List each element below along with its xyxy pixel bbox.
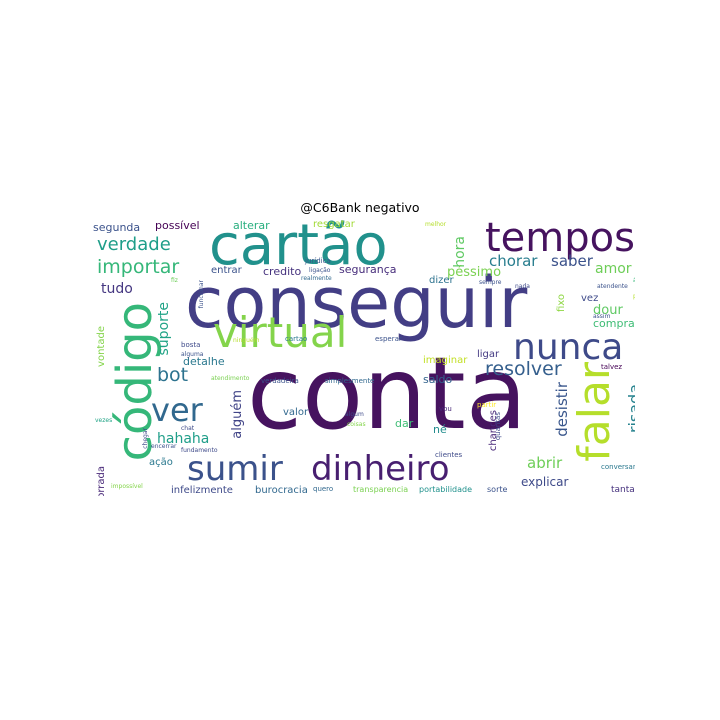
word-funcionar: funcionar	[198, 280, 205, 309]
word-alguma: alguma	[181, 351, 204, 358]
word-esperar: esperar	[375, 335, 402, 343]
word-conseguir: conseguir	[185, 262, 528, 344]
word-sorte: sorte	[487, 485, 508, 494]
word-quantas: quantas	[494, 412, 502, 441]
word-ligar: ligar	[477, 349, 500, 360]
word-imaginar: imaginar	[423, 355, 468, 366]
word-chat: chat	[181, 425, 195, 432]
word-saber: saber	[551, 252, 593, 270]
word-realmente: realmente	[301, 275, 332, 282]
word-detalhe: detalhe	[183, 355, 225, 368]
word-risada: risada	[625, 384, 635, 434]
word-falar: falar	[569, 362, 620, 462]
word-entrar: entrar	[211, 265, 242, 276]
word-infelizmente: infelizmente	[171, 485, 233, 496]
word-vontade: vontade	[96, 326, 107, 367]
word-algum: algum	[345, 411, 364, 418]
word-porrada: porrada	[96, 466, 107, 496]
word-comprar: comprar	[593, 317, 635, 330]
word-atendimento: atendimento	[211, 375, 250, 382]
word-sempre: sempre	[479, 279, 502, 286]
word-seguranca: segurança	[339, 263, 397, 276]
word-vou: vou	[439, 405, 452, 413]
word-simplesmente: simplesmente	[325, 377, 375, 385]
word-valor: valor	[283, 407, 309, 418]
word-importar: importar	[97, 256, 180, 278]
word-sumir: sumir	[187, 449, 283, 489]
word-quero: quero	[313, 485, 334, 493]
word-cartao: cartão	[209, 216, 388, 278]
word-alguem: alguém	[230, 390, 245, 439]
word-talvez: talvez	[601, 363, 623, 371]
word-virtual: virtual	[213, 308, 348, 357]
word-credito: credito	[263, 265, 302, 278]
word-verdade: verdade	[97, 234, 171, 255]
word-area: área	[633, 277, 635, 284]
word-possivel: possível	[155, 219, 200, 232]
word-tanta: tanta	[611, 485, 635, 495]
word-cartao: cartao	[285, 335, 308, 343]
word-chorar: chorar	[489, 252, 538, 270]
word-dizer: dizer	[429, 275, 454, 286]
word-resgatar: resgatar	[313, 219, 355, 230]
word-alterar: alterar	[233, 219, 270, 232]
word-fixo: fixo	[556, 294, 567, 313]
word-resolver: resolver	[485, 358, 562, 380]
word-conversar: conversar	[601, 463, 635, 471]
word-abrir: abrir	[527, 454, 563, 472]
word-fundamento: fundamento	[181, 447, 218, 454]
word-pessimo: péssimo	[447, 265, 502, 280]
word-segunda: segunda	[93, 221, 141, 234]
word-nada: nada	[515, 283, 530, 290]
word-explicar: explicar	[521, 475, 569, 489]
word-melhor: melhor	[425, 221, 447, 228]
word-ninguem: ninguém	[233, 337, 260, 344]
word-juridica: jurídica	[305, 257, 331, 265]
word-ligacao: ligação	[309, 267, 331, 274]
chart-title: @C6Bank negativo	[300, 200, 420, 215]
word-bosta: bosta	[181, 341, 201, 349]
word-acao: ação	[149, 457, 173, 468]
word-dour: dour	[593, 303, 623, 318]
word-ver: ver	[151, 391, 203, 429]
word-saldo: saldo	[423, 373, 453, 386]
word-desistir: desistir	[553, 382, 571, 437]
word-bot: bot	[157, 364, 189, 386]
word-assim: assim	[593, 313, 611, 320]
word-hahaha: hahaha	[157, 431, 210, 447]
word-atendente: atendente	[597, 283, 628, 290]
word-transparencia: transparencia	[353, 485, 409, 494]
word-suporte: suporte	[156, 302, 172, 356]
word-amor: amor	[595, 261, 632, 277]
word-partir: partir	[477, 401, 497, 409]
word-nunca: nunca	[513, 327, 624, 368]
word-dinheiro: dinheiro	[311, 449, 450, 489]
word-fiz: fiz	[171, 277, 178, 284]
word-dar: dar	[395, 417, 414, 430]
word-coisas: coisas	[347, 421, 366, 428]
word-chegar: chegar	[142, 428, 149, 449]
word-pessoa: pessoa	[633, 293, 635, 300]
word-verdadeira: verdadeira	[261, 377, 299, 385]
word-vezes: vezes	[95, 417, 113, 424]
word-portabilidade: portabilidade	[419, 485, 473, 494]
word-clientes: clientes	[435, 451, 463, 459]
word-ne: né	[433, 423, 447, 436]
word-conta: conta	[247, 335, 528, 452]
word-tempos: tempos	[485, 216, 635, 261]
word-codigo: código	[107, 302, 163, 462]
word-tudo: tudo	[101, 281, 133, 297]
word-hora: hora	[452, 236, 468, 268]
word-cloud: conta conseguir cartão código virtual tempos n…	[85, 216, 635, 496]
word-impossivel: impossível	[111, 483, 143, 490]
word-vez: vez	[581, 293, 599, 304]
word-encerrar: encerrar	[151, 443, 177, 450]
word-burocracia: burocracia	[255, 485, 308, 496]
